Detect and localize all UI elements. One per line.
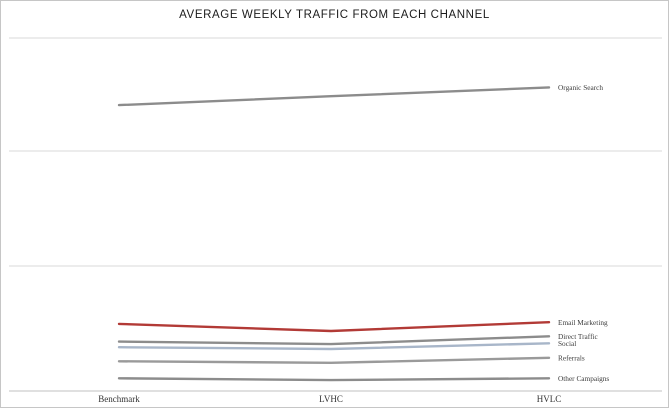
series-line-organic-search [117, 86, 551, 107]
series-label-referrals: Referrals [558, 353, 585, 362]
series-label-email-marketing: Email Marketing [558, 318, 608, 327]
x-axis-label-lvhc: LVHC [319, 394, 343, 404]
series-line-other-campaigns [117, 377, 551, 382]
x-axis-label-hvlc: HVLC [537, 394, 562, 404]
series-label-direct-traffic: Direct Traffic [558, 332, 599, 341]
series-label-social: Social [558, 339, 576, 348]
series-line-social [117, 342, 551, 351]
series-line-referrals [117, 356, 551, 364]
x-axis-label-benchmark: Benchmark [98, 394, 140, 404]
series-label-other-campaigns: Other Campaigns [558, 374, 609, 383]
series-label-organic-search: Organic Search [558, 83, 603, 92]
chart-title: AVERAGE WEEKLY TRAFFIC FROM EACH CHANNEL [179, 9, 490, 21]
series-line-email-marketing [117, 321, 551, 333]
series-line-direct-traffic [117, 335, 551, 346]
